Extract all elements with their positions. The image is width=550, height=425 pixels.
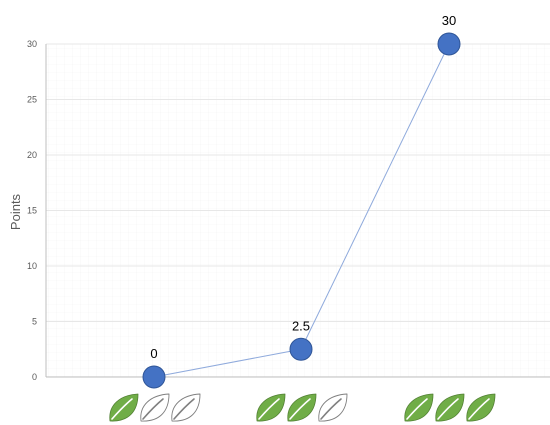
y-tick-label: 20 xyxy=(27,150,37,160)
leaf-vein xyxy=(289,398,311,420)
leaf-outline-icon xyxy=(171,393,201,422)
leaf-vein xyxy=(437,398,459,420)
leaf-outline-icon xyxy=(140,393,170,422)
leaf-vein xyxy=(406,398,428,420)
category-label-1 xyxy=(109,393,201,422)
leaf-icon xyxy=(109,393,139,422)
leaf-vein xyxy=(468,398,490,420)
leaf-vein xyxy=(111,398,133,420)
y-tick-label: 10 xyxy=(27,261,37,271)
y-tick-label: 25 xyxy=(27,95,37,105)
data-label: 30 xyxy=(442,13,456,28)
y-tick-label: 30 xyxy=(27,39,37,49)
leaf-icon xyxy=(404,393,434,422)
leaf-icon xyxy=(256,393,286,422)
data-labels: 0 2.5 30 xyxy=(150,13,456,361)
data-label: 2.5 xyxy=(292,318,310,333)
data-label: 0 xyxy=(150,346,157,361)
leaf-vein xyxy=(142,398,164,420)
y-tick-label: 5 xyxy=(32,317,37,327)
leaf-icon xyxy=(287,393,317,422)
data-series xyxy=(142,32,461,389)
leaf-icon xyxy=(435,393,465,422)
y-tick-label: 15 xyxy=(27,206,37,216)
leaf-vein xyxy=(258,398,280,420)
leaf-vein xyxy=(173,398,195,420)
leaf-icon xyxy=(466,393,496,422)
gridlines xyxy=(46,43,550,322)
y-axis-ticks: 0 5 10 15 20 25 30 xyxy=(27,39,37,382)
data-point xyxy=(142,365,166,389)
data-point xyxy=(437,32,461,56)
y-tick-label: 0 xyxy=(32,372,37,382)
y-axis-title: Points xyxy=(8,193,23,230)
category-label-3 xyxy=(404,393,496,422)
axes xyxy=(45,44,550,378)
category-label-2 xyxy=(256,393,348,422)
x-axis-categories xyxy=(109,393,496,422)
data-point xyxy=(289,337,313,361)
leaf-outline-icon xyxy=(318,393,348,422)
leaf-vein xyxy=(320,398,342,420)
